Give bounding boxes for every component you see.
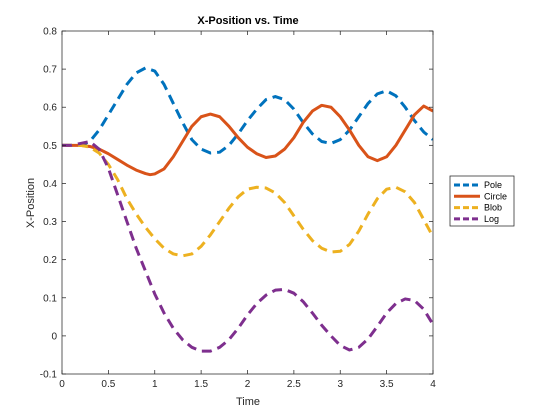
x-tick-label: 2.5 <box>287 379 301 390</box>
x-tick-label: 2 <box>245 379 251 390</box>
y-tick-label: 0.4 <box>43 179 57 190</box>
series-line-pole <box>62 66 433 155</box>
axes-background <box>62 31 433 374</box>
series-group <box>62 66 433 353</box>
x-tick-label: 0.5 <box>101 379 115 390</box>
chart-title: X-Position vs. Time <box>197 15 298 27</box>
y-tick-label: 0 <box>51 331 57 342</box>
y-tick-label: 0.1 <box>43 293 57 304</box>
x-axis-label: Time <box>236 396 260 408</box>
series-line-circle <box>62 103 433 177</box>
legend-label-log: Log <box>484 214 499 224</box>
y-tick-label: 0.2 <box>43 255 57 266</box>
legend-label-pole: Pole <box>484 180 502 190</box>
x-tick-label: 0 <box>59 379 65 390</box>
y-tick-label: -0.1 <box>40 370 58 381</box>
legend-label-circle: Circle <box>484 191 507 201</box>
y-tick-label: 0.7 <box>43 65 57 76</box>
y-tick-label: 0.3 <box>43 217 57 228</box>
series-line-log <box>62 140 433 353</box>
y-axis-label: X-Position <box>25 178 37 228</box>
y-tick-label: 0.6 <box>43 103 57 114</box>
legend-box <box>449 175 515 227</box>
legend-label-blob: Blob <box>484 203 502 213</box>
x-tick-label: 4 <box>430 379 436 390</box>
y-tick-label: 0.8 <box>43 27 57 38</box>
x-tick-label: 1.5 <box>194 379 208 390</box>
x-tick-label: 3 <box>337 379 343 390</box>
x-tick-label: 3.5 <box>380 379 394 390</box>
x-tick-label: 1 <box>152 379 158 390</box>
series-line-blob <box>62 143 433 258</box>
plot-area: 0 0.5 1 1.5 2 2.5 3 3.5 4-0.100.10.20.30.40.50.6… <box>40 27 436 391</box>
y-tick-label: 0.5 <box>43 141 57 152</box>
